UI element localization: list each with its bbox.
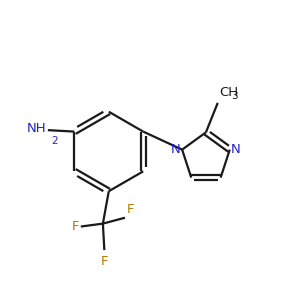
Text: F: F (72, 220, 79, 233)
Text: 3: 3 (231, 92, 237, 101)
Text: F: F (100, 254, 108, 268)
Text: CH: CH (219, 86, 238, 99)
Text: N: N (171, 142, 181, 155)
Text: N: N (231, 143, 241, 156)
Text: 2: 2 (51, 136, 58, 146)
Text: F: F (126, 203, 134, 216)
Text: NH: NH (27, 122, 46, 135)
